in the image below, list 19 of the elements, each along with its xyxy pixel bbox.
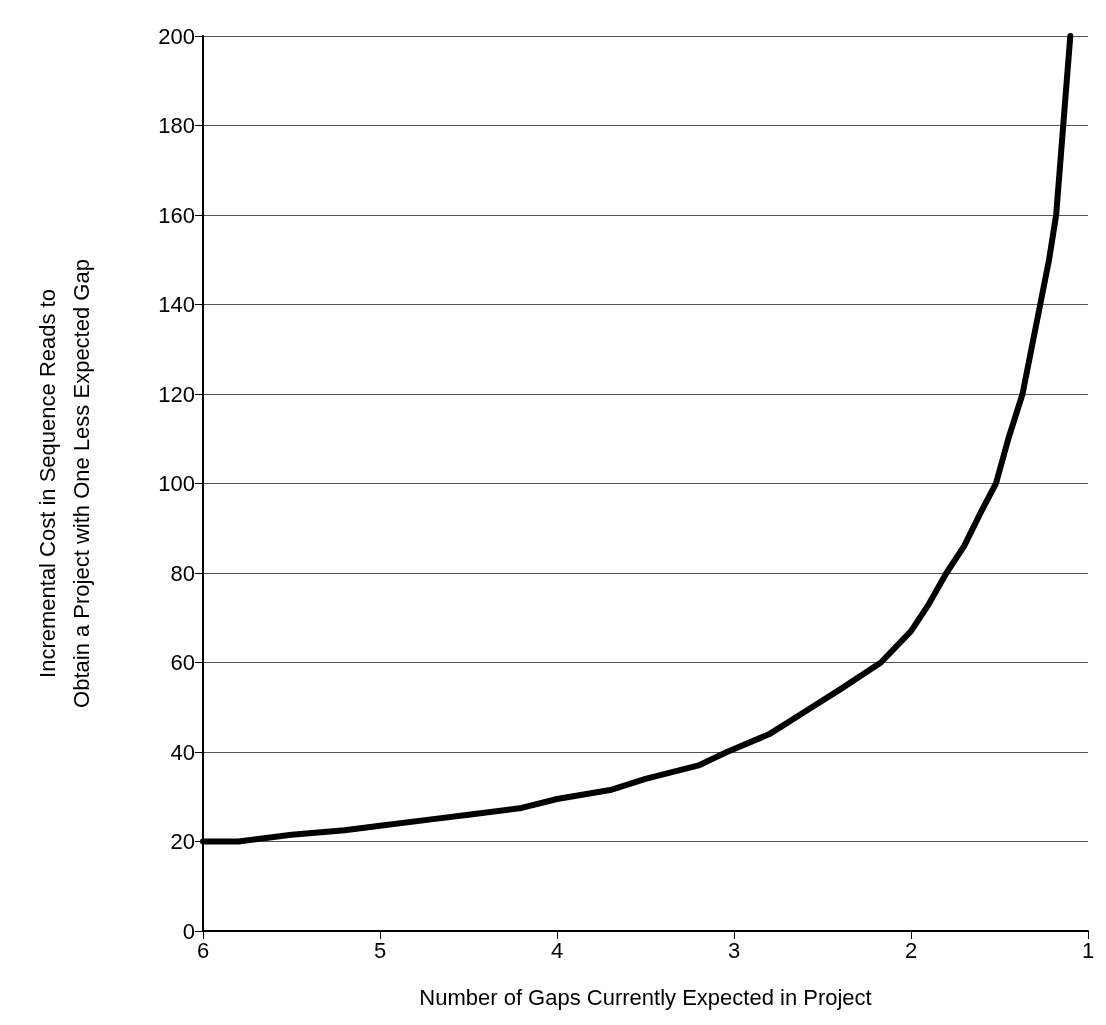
- x-tick-label: 5: [373, 937, 387, 963]
- y-tick-label: 160: [158, 202, 195, 228]
- y-tick-label: 200: [158, 23, 195, 49]
- y-tick-label: 80: [170, 560, 195, 586]
- y-tick-label: 60: [170, 650, 195, 675]
- x-tick-label: 4: [550, 937, 564, 963]
- x-axis-title: Number of Gaps Currently Expected in Project: [419, 984, 872, 1010]
- y-tick-label: 0: [182, 918, 195, 944]
- x-tick-label: 1: [1081, 937, 1095, 963]
- y-tick-label: 20: [170, 829, 195, 854]
- y-tick-label: 140: [158, 292, 195, 317]
- y-axis-title: Incremental Cost in Sequence Reads to Obtain a Project with One Less Expected Gap: [34, 259, 94, 708]
- y-tick-label: 100: [158, 471, 195, 496]
- y-tick-label: 120: [158, 381, 195, 407]
- x-tick-label: 6: [196, 937, 210, 963]
- x-tick-label: 2: [904, 937, 918, 963]
- y-tick-label: 180: [158, 113, 195, 138]
- y-tick-label: 40: [170, 739, 195, 765]
- x-tick-label: 3: [727, 937, 741, 963]
